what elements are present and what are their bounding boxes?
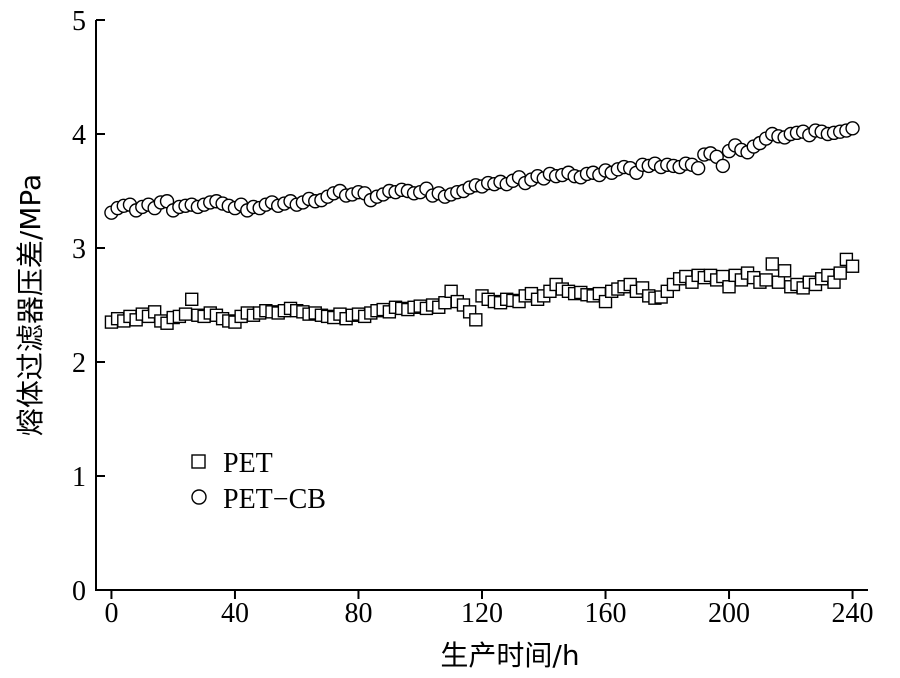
legend-marker-square <box>191 454 206 469</box>
legend-label-pet-cb: PET−CB <box>223 484 326 515</box>
x-axis-ticks: 0 40 80 120 160 200 240 <box>104 590 874 629</box>
data-point-pet <box>722 280 736 294</box>
y-axis-ticks: 0 1 2 3 4 5 <box>72 6 105 607</box>
y-tick-label: 3 <box>72 234 86 265</box>
x-tick-label: 200 <box>708 598 750 629</box>
data-point-pet <box>771 275 786 289</box>
data-series <box>104 121 860 330</box>
series-pet-cb <box>104 121 860 220</box>
data-point-pet <box>759 273 773 287</box>
data-point-pet <box>438 296 452 310</box>
data-point-pet <box>765 257 779 271</box>
x-tick-label: 40 <box>221 598 249 629</box>
data-point-pet-cb <box>715 158 731 174</box>
data-point-pet <box>185 292 199 306</box>
data-point-pet <box>777 264 792 278</box>
x-tick-label: 160 <box>585 598 627 629</box>
legend-marker-circle <box>191 489 207 505</box>
x-tick-label: 120 <box>461 598 503 629</box>
y-axis-title: 熔体过滤器压差/MPa <box>14 174 47 436</box>
legend-label-pet: PET <box>223 448 273 479</box>
data-point-pet <box>469 313 483 327</box>
y-tick-label: 4 <box>72 120 86 151</box>
data-point-pet-cb <box>690 160 706 176</box>
x-tick-label: 0 <box>104 598 118 629</box>
y-tick-label: 0 <box>72 576 86 607</box>
y-tick-label: 1 <box>72 462 86 493</box>
data-point-pet <box>845 259 860 273</box>
y-tick-label: 2 <box>72 348 86 379</box>
series-pet <box>104 252 860 330</box>
x-tick-label: 240 <box>832 598 874 629</box>
x-tick-label: 80 <box>344 598 372 629</box>
data-point-pet-cb <box>845 121 860 136</box>
data-point-pet <box>833 266 847 280</box>
data-point-pet <box>178 307 193 321</box>
x-axis-title: 生产时间/h <box>440 639 579 672</box>
legend: PET PET−CB <box>191 448 326 515</box>
y-tick-label: 5 <box>72 6 86 37</box>
